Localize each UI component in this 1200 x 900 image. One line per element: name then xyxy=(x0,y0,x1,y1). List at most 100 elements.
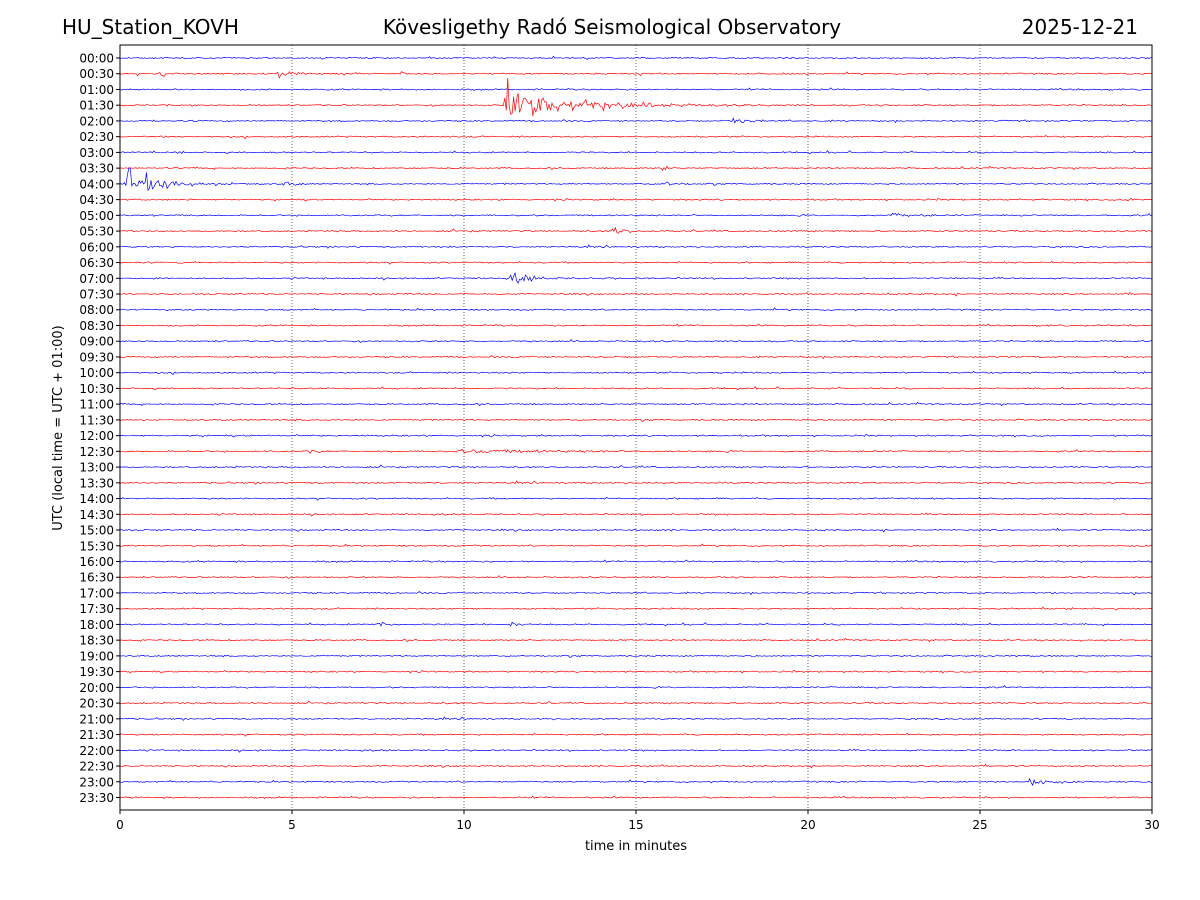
trace-1930 xyxy=(119,669,1153,674)
x-tick-label: 20 xyxy=(800,818,815,832)
y-tick-label: 10:30 xyxy=(79,382,114,396)
y-tick-label: 03:00 xyxy=(79,146,114,160)
trace-1530 xyxy=(119,543,1153,548)
y-tick-label: 04:00 xyxy=(79,177,114,191)
trace-2330 xyxy=(119,795,1152,799)
y-tick-label: 01:00 xyxy=(79,83,114,97)
y-tick-label: 05:30 xyxy=(79,225,114,239)
trace-0430 xyxy=(119,197,1153,202)
y-tick-label: 05:00 xyxy=(79,209,114,223)
y-tick-label: 09:30 xyxy=(79,350,114,364)
trace-0200 xyxy=(119,117,1153,124)
trace-0700 xyxy=(119,272,1153,284)
trace-2230 xyxy=(119,763,1153,769)
vertical-grid xyxy=(291,45,981,810)
y-tick-label: 12:00 xyxy=(79,429,114,443)
y-tick-label: 14:00 xyxy=(79,492,114,506)
y-tick-label: 08:30 xyxy=(79,319,114,333)
y-tick-label: 14:30 xyxy=(79,508,114,522)
y-tick-label: 19:00 xyxy=(79,649,114,663)
trace-0000 xyxy=(119,55,1152,60)
y-tick-label: 11:00 xyxy=(79,398,114,412)
y-tick-label: 01:30 xyxy=(79,99,114,113)
y-tick-label: 21:30 xyxy=(79,728,114,742)
trace-1300 xyxy=(119,464,1153,469)
y-tick-label: 22:00 xyxy=(79,744,114,758)
y-tick-label: 00:00 xyxy=(79,52,114,66)
trace-2030 xyxy=(119,700,1153,705)
y-tick-label: 02:00 xyxy=(79,114,114,128)
trace-0630 xyxy=(119,260,1153,265)
trace-0730 xyxy=(119,291,1153,297)
y-tick-label: 18:00 xyxy=(79,618,114,632)
x-axis-label: time in minutes xyxy=(585,839,687,854)
trace-0830 xyxy=(120,323,1153,327)
trace-2200 xyxy=(119,748,1153,753)
trace-0500 xyxy=(119,212,1153,217)
trace-1030 xyxy=(119,386,1153,391)
trace-0800 xyxy=(119,307,1153,312)
y-tick-label: 04:30 xyxy=(79,193,114,207)
y-tick-label: 06:30 xyxy=(79,256,114,270)
trace-1730 xyxy=(119,606,1153,611)
y-tick-label: 23:00 xyxy=(79,775,114,789)
trace-0930 xyxy=(119,355,1153,360)
x-axis-ticks: 0 5 10 15 20 25 30 xyxy=(116,810,1160,832)
trace-0130 xyxy=(119,78,1153,117)
y-tick-label: 18:30 xyxy=(79,634,114,648)
trace-1500 xyxy=(119,527,1153,533)
y-tick-label: 13:00 xyxy=(79,461,114,475)
trace-0030 xyxy=(119,71,1153,79)
trace-1400 xyxy=(119,496,1153,501)
y-tick-label: 16:00 xyxy=(79,555,114,569)
trace-1630 xyxy=(119,575,1153,579)
trace-1800 xyxy=(119,621,1153,627)
y-tick-label: 13:30 xyxy=(79,476,114,490)
y-tick-label: 02:30 xyxy=(79,130,114,144)
x-tick-label: 10 xyxy=(456,818,471,832)
trace-2000 xyxy=(119,685,1153,689)
y-tick-label: 09:00 xyxy=(79,335,114,349)
trace-0230 xyxy=(119,134,1153,140)
trace-1700 xyxy=(119,591,1153,596)
x-tick-label: 0 xyxy=(116,818,124,832)
trace-0300 xyxy=(119,150,1153,155)
x-tick-label: 30 xyxy=(1144,818,1159,832)
y-tick-label: 15:30 xyxy=(79,539,114,553)
y-tick-label: 16:30 xyxy=(79,571,114,585)
y-tick-label: 10:00 xyxy=(79,366,114,380)
y-tick-label: 03:30 xyxy=(79,162,114,176)
trace-0400 xyxy=(119,167,1153,192)
y-tick-label: 23:30 xyxy=(79,791,114,805)
y-tick-label: 15:00 xyxy=(79,524,114,538)
trace-1130 xyxy=(119,418,1153,422)
y-tick-label: 20:00 xyxy=(79,681,114,695)
y-tick-label: 17:00 xyxy=(79,586,114,600)
trace-2100 xyxy=(119,716,1153,721)
y-tick-label: 12:30 xyxy=(79,445,114,459)
x-tick-label: 25 xyxy=(972,818,987,832)
y-tick-label: 21:00 xyxy=(79,712,114,726)
trace-1430 xyxy=(119,512,1153,517)
trace-0530 xyxy=(119,226,1153,234)
y-tick-label: 11:30 xyxy=(79,413,114,427)
trace-1100 xyxy=(119,401,1153,407)
trace-1600 xyxy=(119,559,1153,563)
y-tick-label: 00:30 xyxy=(79,67,114,81)
trace-1830 xyxy=(119,637,1153,643)
record-date: 2025-12-21 xyxy=(1021,15,1138,39)
trace-0330 xyxy=(120,165,1153,171)
y-tick-label: 07:30 xyxy=(79,288,114,302)
x-tick-label: 15 xyxy=(628,818,643,832)
trace-0900 xyxy=(119,339,1153,343)
trace-0100 xyxy=(119,87,1153,91)
y-tick-label: 20:30 xyxy=(79,697,114,711)
y-tick-label: 06:00 xyxy=(79,240,114,254)
y-tick-label: 22:30 xyxy=(79,760,114,774)
y-axis-label: UTC (local time = UTC + 01:00) xyxy=(51,325,66,530)
trace-1200 xyxy=(119,433,1153,438)
y-tick-label: 17:30 xyxy=(79,602,114,616)
trace-1000 xyxy=(119,370,1153,376)
